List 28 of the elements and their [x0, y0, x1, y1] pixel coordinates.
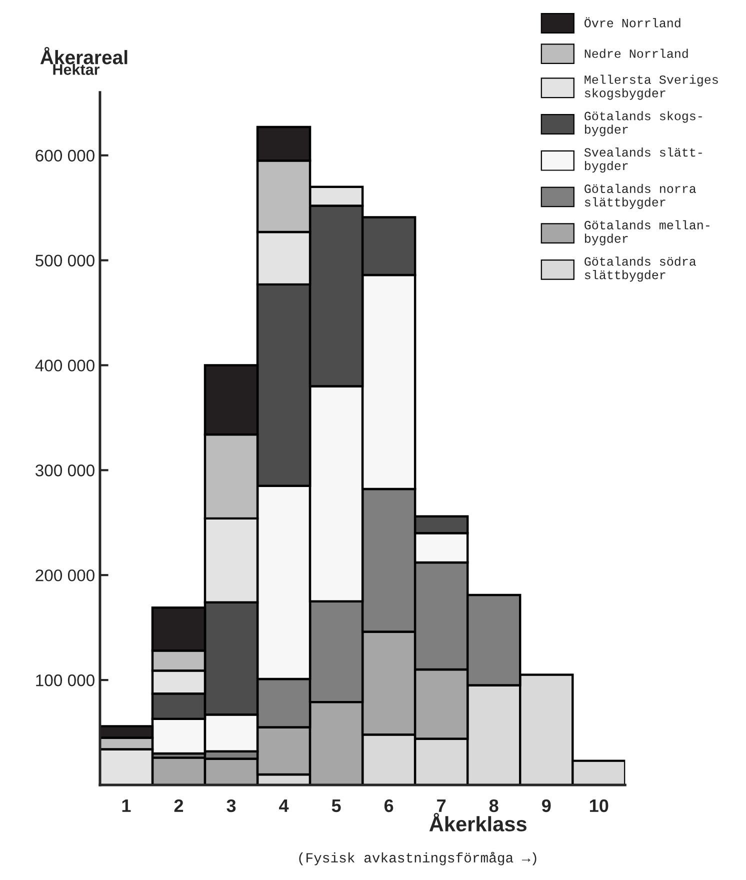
y-tick-label: 200 000: [36, 569, 94, 582]
y-axis-title: Åkerareal: [40, 46, 128, 64]
x-tick-label: 1: [122, 800, 131, 812]
x-tick-label: 7: [437, 800, 446, 812]
legend-label: Götalands skogs- bygder: [584, 111, 702, 136]
x-tick-label: 5: [332, 800, 341, 812]
x-tick-label: 8: [489, 799, 498, 812]
y-tick-label: 300 000: [36, 464, 94, 476]
y-tick-label: 500 000: [36, 254, 94, 266]
legend-label: Götalands södra slättbygder: [584, 256, 696, 282]
x-tick-label: 9: [542, 799, 551, 812]
legend-label: Svealands slätt- bygder: [584, 147, 702, 173]
y-tick-label: 600 000: [36, 150, 94, 162]
x-tick-label: 10: [590, 799, 608, 812]
legend-label: Götalands mellan- bygder: [584, 220, 710, 246]
x-tick-label: 4: [279, 800, 289, 812]
legend-label: Mellersta Sveriges skogsbygder: [584, 74, 718, 100]
legend-label: Nedre Norrland: [584, 48, 688, 58]
text: Hektar: [53, 64, 100, 75]
x-axis-title: Åkerklass: [429, 812, 526, 832]
legend-label: Övre Norrland: [584, 17, 680, 28]
text: (Fysisk avkastningsförmåga →): [299, 852, 536, 866]
y-tick-label: 400 000: [35, 360, 94, 372]
x-tick-label: 6: [384, 799, 394, 812]
x-tick-label: 2: [174, 799, 184, 812]
x-tick-label: 3: [226, 799, 236, 812]
legend-label: Götalands norra slättbygder: [584, 184, 696, 209]
y-tick-label: 100 000: [36, 674, 94, 686]
